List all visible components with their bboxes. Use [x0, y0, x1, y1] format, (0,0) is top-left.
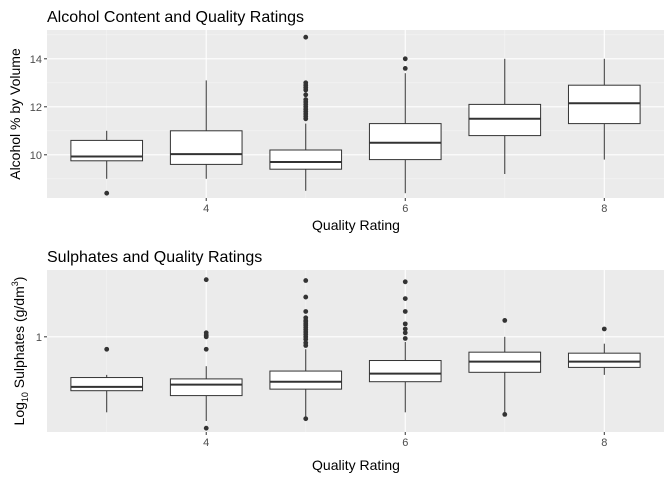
outlier-point — [502, 412, 508, 417]
outlier-point — [402, 66, 408, 71]
outlier-point — [402, 309, 408, 314]
outlier-point — [402, 336, 408, 341]
box-iqr — [567, 84, 641, 125]
panel1-title: Alcohol Content and Quality Ratings — [47, 9, 304, 26]
panel2-plot-background — [47, 270, 664, 432]
panel2-y-ticks: 1 — [36, 332, 47, 344]
y-tick-label: 12 — [30, 102, 42, 114]
panel2-y-label-superscript: 3 — [10, 281, 20, 286]
box-iqr — [368, 123, 442, 161]
outlier-point — [402, 326, 408, 332]
panel1-boxes — [70, 34, 641, 196]
box-quality-4 — [169, 80, 243, 179]
panel2-y-label-prefix: Log — [11, 402, 27, 425]
y-tick-label: 14 — [30, 54, 42, 66]
y-tick-label: 1 — [36, 332, 42, 344]
box-iqr — [169, 378, 243, 397]
panel2-y-axis-label: Log10 Sulphates (g/dm3) — [10, 277, 30, 426]
box-iqr — [269, 149, 343, 170]
box-iqr — [567, 352, 641, 368]
panel2-y-label-subscript: 10 — [20, 392, 30, 402]
panel2-y-label-suffix: ) — [11, 277, 27, 282]
x-tick-label: 6 — [402, 203, 408, 215]
panel2-title: Sulphates and Quality Ratings — [47, 249, 262, 266]
outlier-point — [303, 294, 309, 300]
box-iqr — [468, 103, 542, 137]
box-iqr — [368, 360, 442, 383]
outlier-point — [402, 330, 408, 336]
panel1-x-ticks: 4 6 8 — [203, 198, 607, 215]
outlier-point — [303, 416, 309, 422]
panel1-x-axis-label: Quality Rating — [312, 217, 400, 233]
outlier-point — [203, 425, 209, 431]
box-quality-7 — [468, 318, 542, 417]
box-quality-6 — [368, 279, 442, 413]
panel-alcohol: Alcohol Content and Quality Ratings 10 12… — [7, 9, 664, 233]
y-tick-label: 10 — [30, 150, 42, 162]
panel2-x-axis-label: Quality Rating — [312, 457, 400, 473]
x-tick-label: 6 — [402, 437, 408, 449]
box-quality-7 — [468, 58, 542, 174]
outlier-point — [303, 315, 309, 321]
outlier-point — [402, 56, 408, 62]
outlier-point — [303, 80, 309, 86]
box-quality-3 — [70, 130, 144, 196]
box-iqr — [269, 370, 343, 390]
outlier-point — [402, 279, 408, 285]
box-quality-4 — [169, 277, 243, 431]
panel1-y-ticks: 10 12 14 — [30, 54, 47, 162]
panel1-plot-background — [47, 30, 664, 198]
outlier-point — [601, 326, 607, 332]
x-tick-label: 4 — [203, 203, 209, 215]
outlier-point — [402, 296, 408, 302]
box-quality-3 — [70, 346, 144, 413]
panel2-boxes — [70, 277, 641, 431]
outlier-point — [203, 346, 209, 352]
box-quality-6 — [368, 56, 442, 194]
panel1-y-axis-label: Alcohol % by Volume — [7, 48, 23, 180]
outlier-point — [104, 346, 110, 352]
outlier-point — [303, 278, 309, 283]
outlier-point — [303, 92, 309, 98]
panel2-x-ticks: 4 6 8 — [203, 432, 607, 449]
outlier-point — [303, 340, 309, 346]
outlier-point — [203, 330, 209, 336]
box-quality-5 — [269, 278, 343, 422]
x-tick-label: 4 — [203, 437, 209, 449]
outlier-point — [303, 97, 309, 102]
outlier-point — [402, 321, 408, 327]
outlier-point — [104, 190, 110, 196]
outlier-point — [303, 34, 309, 40]
box-iqr — [70, 377, 144, 392]
outlier-point — [502, 318, 508, 323]
panel-sulphates: Sulphates and Quality Ratings 1 4 6 8 Qual… — [10, 249, 664, 473]
panel2-y-label-main: Sulphates (g/dm — [11, 286, 27, 392]
x-tick-label: 8 — [601, 203, 607, 215]
outlier-point — [303, 309, 309, 314]
box-quality-8 — [567, 326, 641, 375]
box-quality-8 — [567, 58, 641, 160]
box-quality-5 — [269, 34, 343, 191]
box-iqr — [169, 130, 243, 165]
x-tick-label: 8 — [601, 437, 607, 449]
box-iqr — [70, 139, 144, 162]
outlier-point — [203, 277, 209, 283]
